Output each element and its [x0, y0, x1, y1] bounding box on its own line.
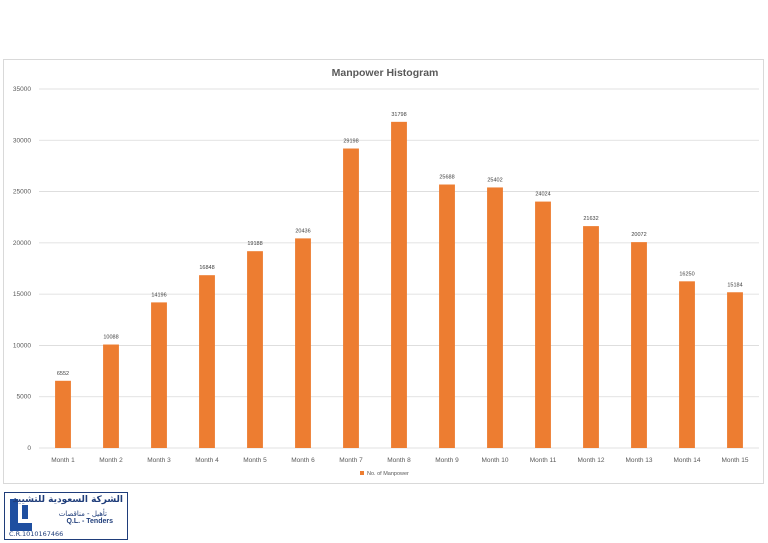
x-tick-label: Month 4 — [195, 457, 219, 464]
x-tick-label: Month 1 — [51, 457, 75, 464]
x-tick-label: Month 5 — [243, 457, 267, 464]
chart: Manpower Histogram 0 5000 10000 15000 20000 2… — [13, 67, 759, 477]
stamp-arabic-name: الشركة السعودية للتشييد — [12, 495, 123, 505]
chart-frame: Manpower Histogram 0 5000 10000 15000 20000 2… — [3, 59, 764, 484]
y-tick-label: 5000 — [17, 394, 32, 401]
data-label: 21632 — [583, 216, 598, 222]
bar-month-8 — [391, 121, 407, 448]
y-tick-label: 0 — [27, 445, 31, 452]
y-tick-label: 15000 — [13, 291, 31, 298]
data-label: 20436 — [295, 228, 310, 234]
data-label: 25688 — [439, 175, 454, 181]
company-logo-icon — [10, 499, 32, 531]
bar-month-15 — [727, 292, 743, 448]
data-label: 14196 — [151, 292, 166, 298]
x-tick-label: Month 10 — [481, 457, 508, 464]
y-tick-label: 20000 — [13, 240, 31, 247]
data-label: 20072 — [631, 232, 646, 238]
bar-month-7 — [343, 148, 359, 448]
legend: No. of Manpower — [360, 471, 409, 477]
bars — [55, 121, 743, 448]
data-label: 25402 — [487, 177, 502, 183]
x-tick-label: Month 9 — [435, 457, 459, 464]
stamp-english-subtitle: Q.L. - Tenders — [66, 518, 113, 525]
x-tick-label: Month 12 — [577, 457, 604, 464]
data-label: 16848 — [199, 265, 214, 271]
company-stamp: الشركة السعودية للتشييد تأهيل - مناقصات … — [4, 492, 128, 540]
x-tick-label: Month 14 — [673, 457, 700, 464]
x-tick-label: Month 8 — [387, 457, 411, 464]
chart-title: Manpower Histogram — [332, 67, 439, 79]
y-tick-label: 25000 — [13, 189, 31, 196]
data-labels: 6552 10088 14196 16848 19188 20436 29198 31798 2… — [57, 112, 743, 377]
x-tick-label: Month 3 — [147, 457, 171, 464]
legend-label: No. of Manpower — [367, 471, 409, 477]
stamp-cr-number: C.R.1010167466 — [9, 530, 64, 538]
bar-month-5 — [247, 251, 263, 448]
bar-month-12 — [583, 226, 599, 448]
data-label: 31798 — [391, 112, 406, 118]
bar-month-9 — [439, 184, 455, 448]
bar-month-6 — [295, 238, 311, 448]
y-axis: 0 5000 10000 15000 20000 25000 30000 35000 — [13, 86, 31, 452]
bar-month-4 — [199, 275, 215, 448]
y-tick-label: 30000 — [13, 137, 31, 144]
x-tick-label: Month 6 — [291, 457, 315, 464]
bar-month-10 — [487, 187, 503, 448]
y-tick-label: 35000 — [13, 86, 31, 93]
bar-month-11 — [535, 201, 551, 448]
x-tick-label: Month 11 — [530, 457, 557, 464]
x-tick-label: Month 15 — [721, 457, 748, 464]
x-tick-label: Month 13 — [625, 457, 652, 464]
data-label: 24024 — [535, 192, 550, 198]
data-label: 6552 — [57, 371, 69, 377]
legend-swatch — [360, 471, 364, 475]
y-tick-label: 10000 — [13, 342, 31, 349]
data-label: 29198 — [343, 139, 358, 145]
x-tick-label: Month 7 — [339, 457, 363, 464]
bar-month-13 — [631, 242, 647, 448]
data-label: 15184 — [727, 282, 742, 288]
bar-month-3 — [151, 302, 167, 448]
x-axis: Month 1 Month 2 Month 3 Month 4 Month 5 Month… — [51, 457, 749, 464]
data-label: 10088 — [103, 335, 118, 341]
bar-month-2 — [103, 344, 119, 448]
bar-month-14 — [679, 281, 695, 448]
stamp-arabic-subtitle: تأهيل - مناقصات — [58, 510, 107, 518]
data-label: 16250 — [679, 271, 694, 277]
bar-month-1 — [55, 380, 71, 448]
data-label: 19188 — [247, 241, 262, 247]
x-tick-label: Month 2 — [99, 457, 123, 464]
